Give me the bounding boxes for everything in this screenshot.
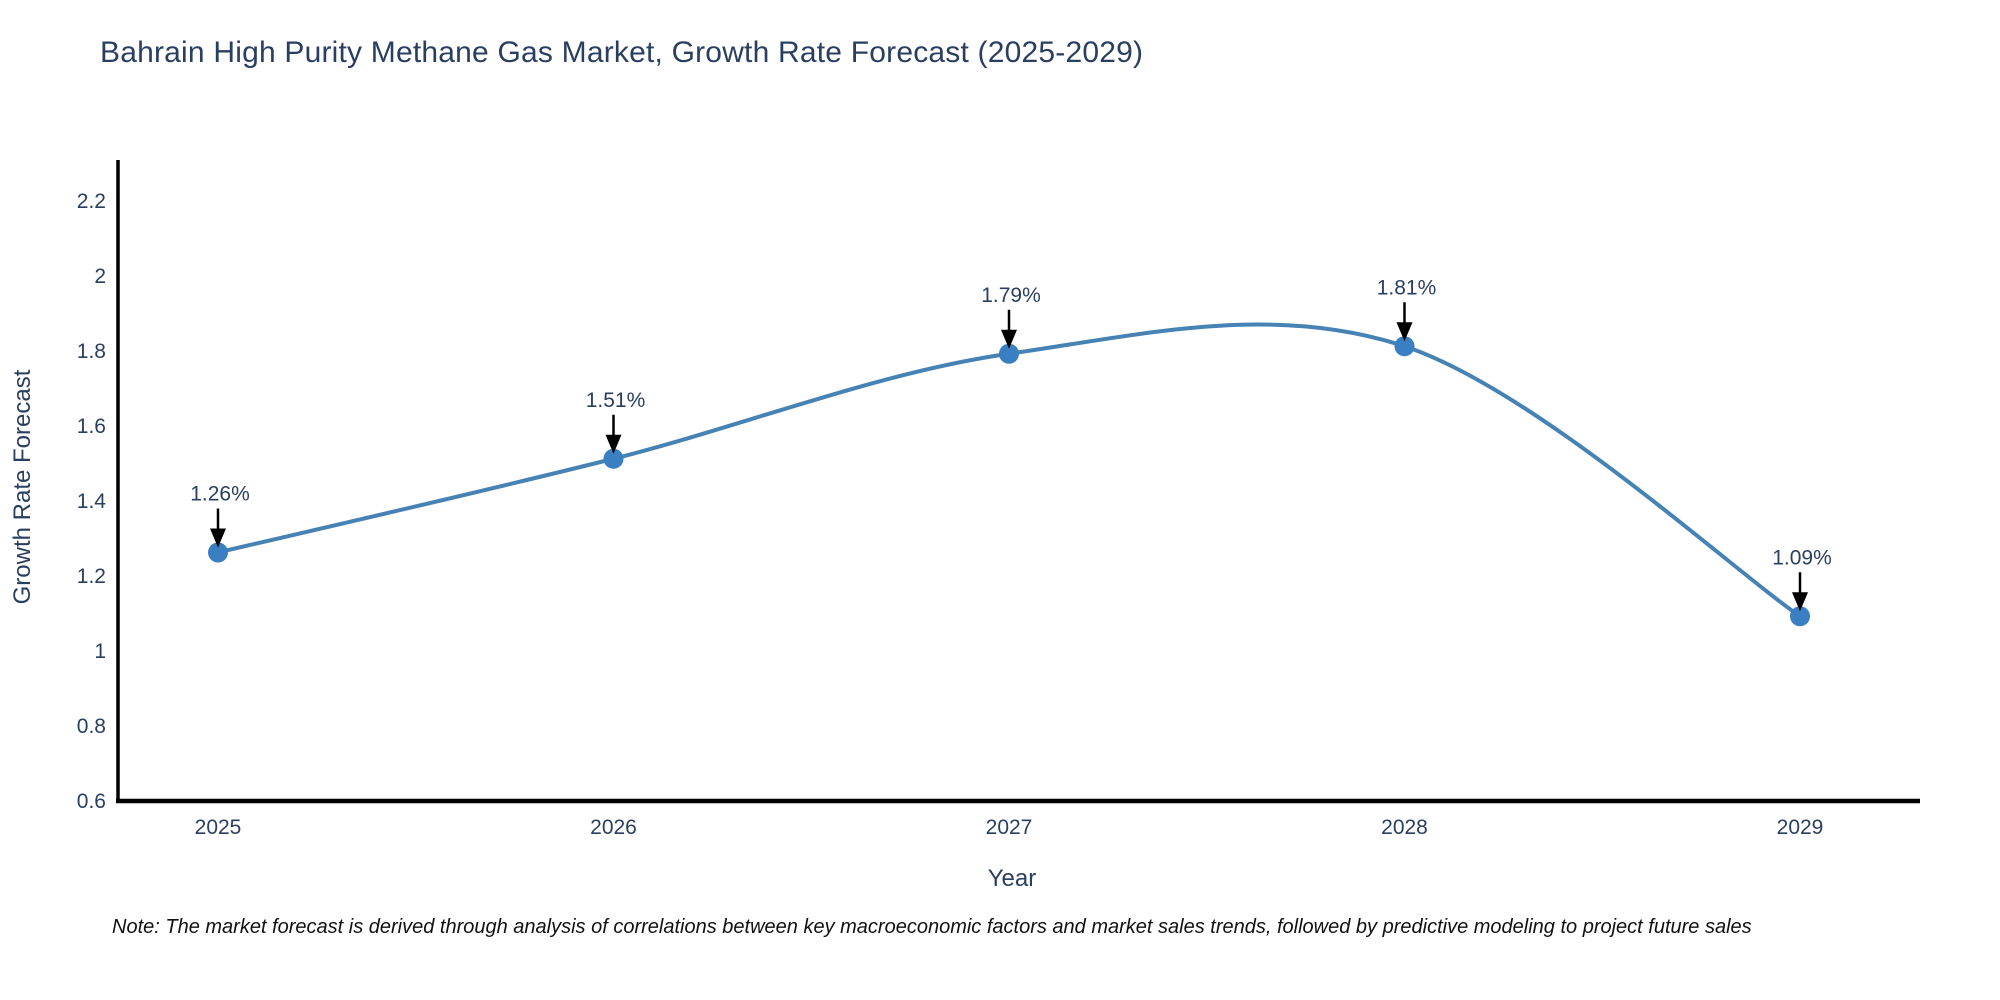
y-axis-title: Growth Rate Forecast xyxy=(9,369,36,604)
data-point-marker xyxy=(1394,336,1415,357)
annotation-arrowhead-icon xyxy=(210,528,226,548)
footnote: Note: The market forecast is derived thr… xyxy=(112,916,1752,938)
data-point-label: 1.79% xyxy=(981,284,1041,307)
data-point-label: 1.51% xyxy=(586,389,646,412)
annotation-arrowhead-icon xyxy=(605,434,622,454)
data-point-label: 1.81% xyxy=(1377,276,1437,299)
y-tick-label: 1 xyxy=(94,640,106,663)
x-tick-label: 2028 xyxy=(1381,816,1428,839)
plot-area: 0.6 0.8 1 1.2 1.4 1.6 1.8 2 2.2 2025 2026 2027 2028 2… xyxy=(77,160,1920,839)
data-point-marker xyxy=(1790,606,1810,627)
annotation-arrowhead-icon xyxy=(1001,329,1017,349)
y-tick-label: 2 xyxy=(94,265,106,288)
x-tick-label: 2029 xyxy=(1777,816,1824,839)
y-tick-label: 1.2 xyxy=(77,565,106,588)
chart-title: Bahrain High Purity Methane Gas Market, … xyxy=(100,36,1144,69)
data-point-label: 1.26% xyxy=(190,483,250,506)
y-tick-label: 0.6 xyxy=(77,790,106,813)
x-axis-title: Year xyxy=(988,865,1037,892)
data-point-marker xyxy=(208,542,228,563)
data-point-marker xyxy=(603,448,624,469)
data-point-marker xyxy=(999,343,1019,364)
y-tick-label: 1.8 xyxy=(77,340,106,363)
y-tick-label: 1.6 xyxy=(77,415,106,438)
y-tick-label: 2.2 xyxy=(77,190,106,213)
y-tick-label: 1.4 xyxy=(77,490,107,513)
x-tick-label: 2027 xyxy=(986,816,1033,839)
data-point-label: 1.09% xyxy=(1772,546,1832,569)
forecast-line xyxy=(216,322,1802,619)
annotation-arrowhead-icon xyxy=(1792,592,1808,612)
y-tick-label: 0.8 xyxy=(77,715,106,738)
x-tick-label: 2026 xyxy=(590,816,637,839)
annotation-arrowhead-icon xyxy=(1396,322,1413,342)
x-tick-label: 2025 xyxy=(195,816,242,839)
